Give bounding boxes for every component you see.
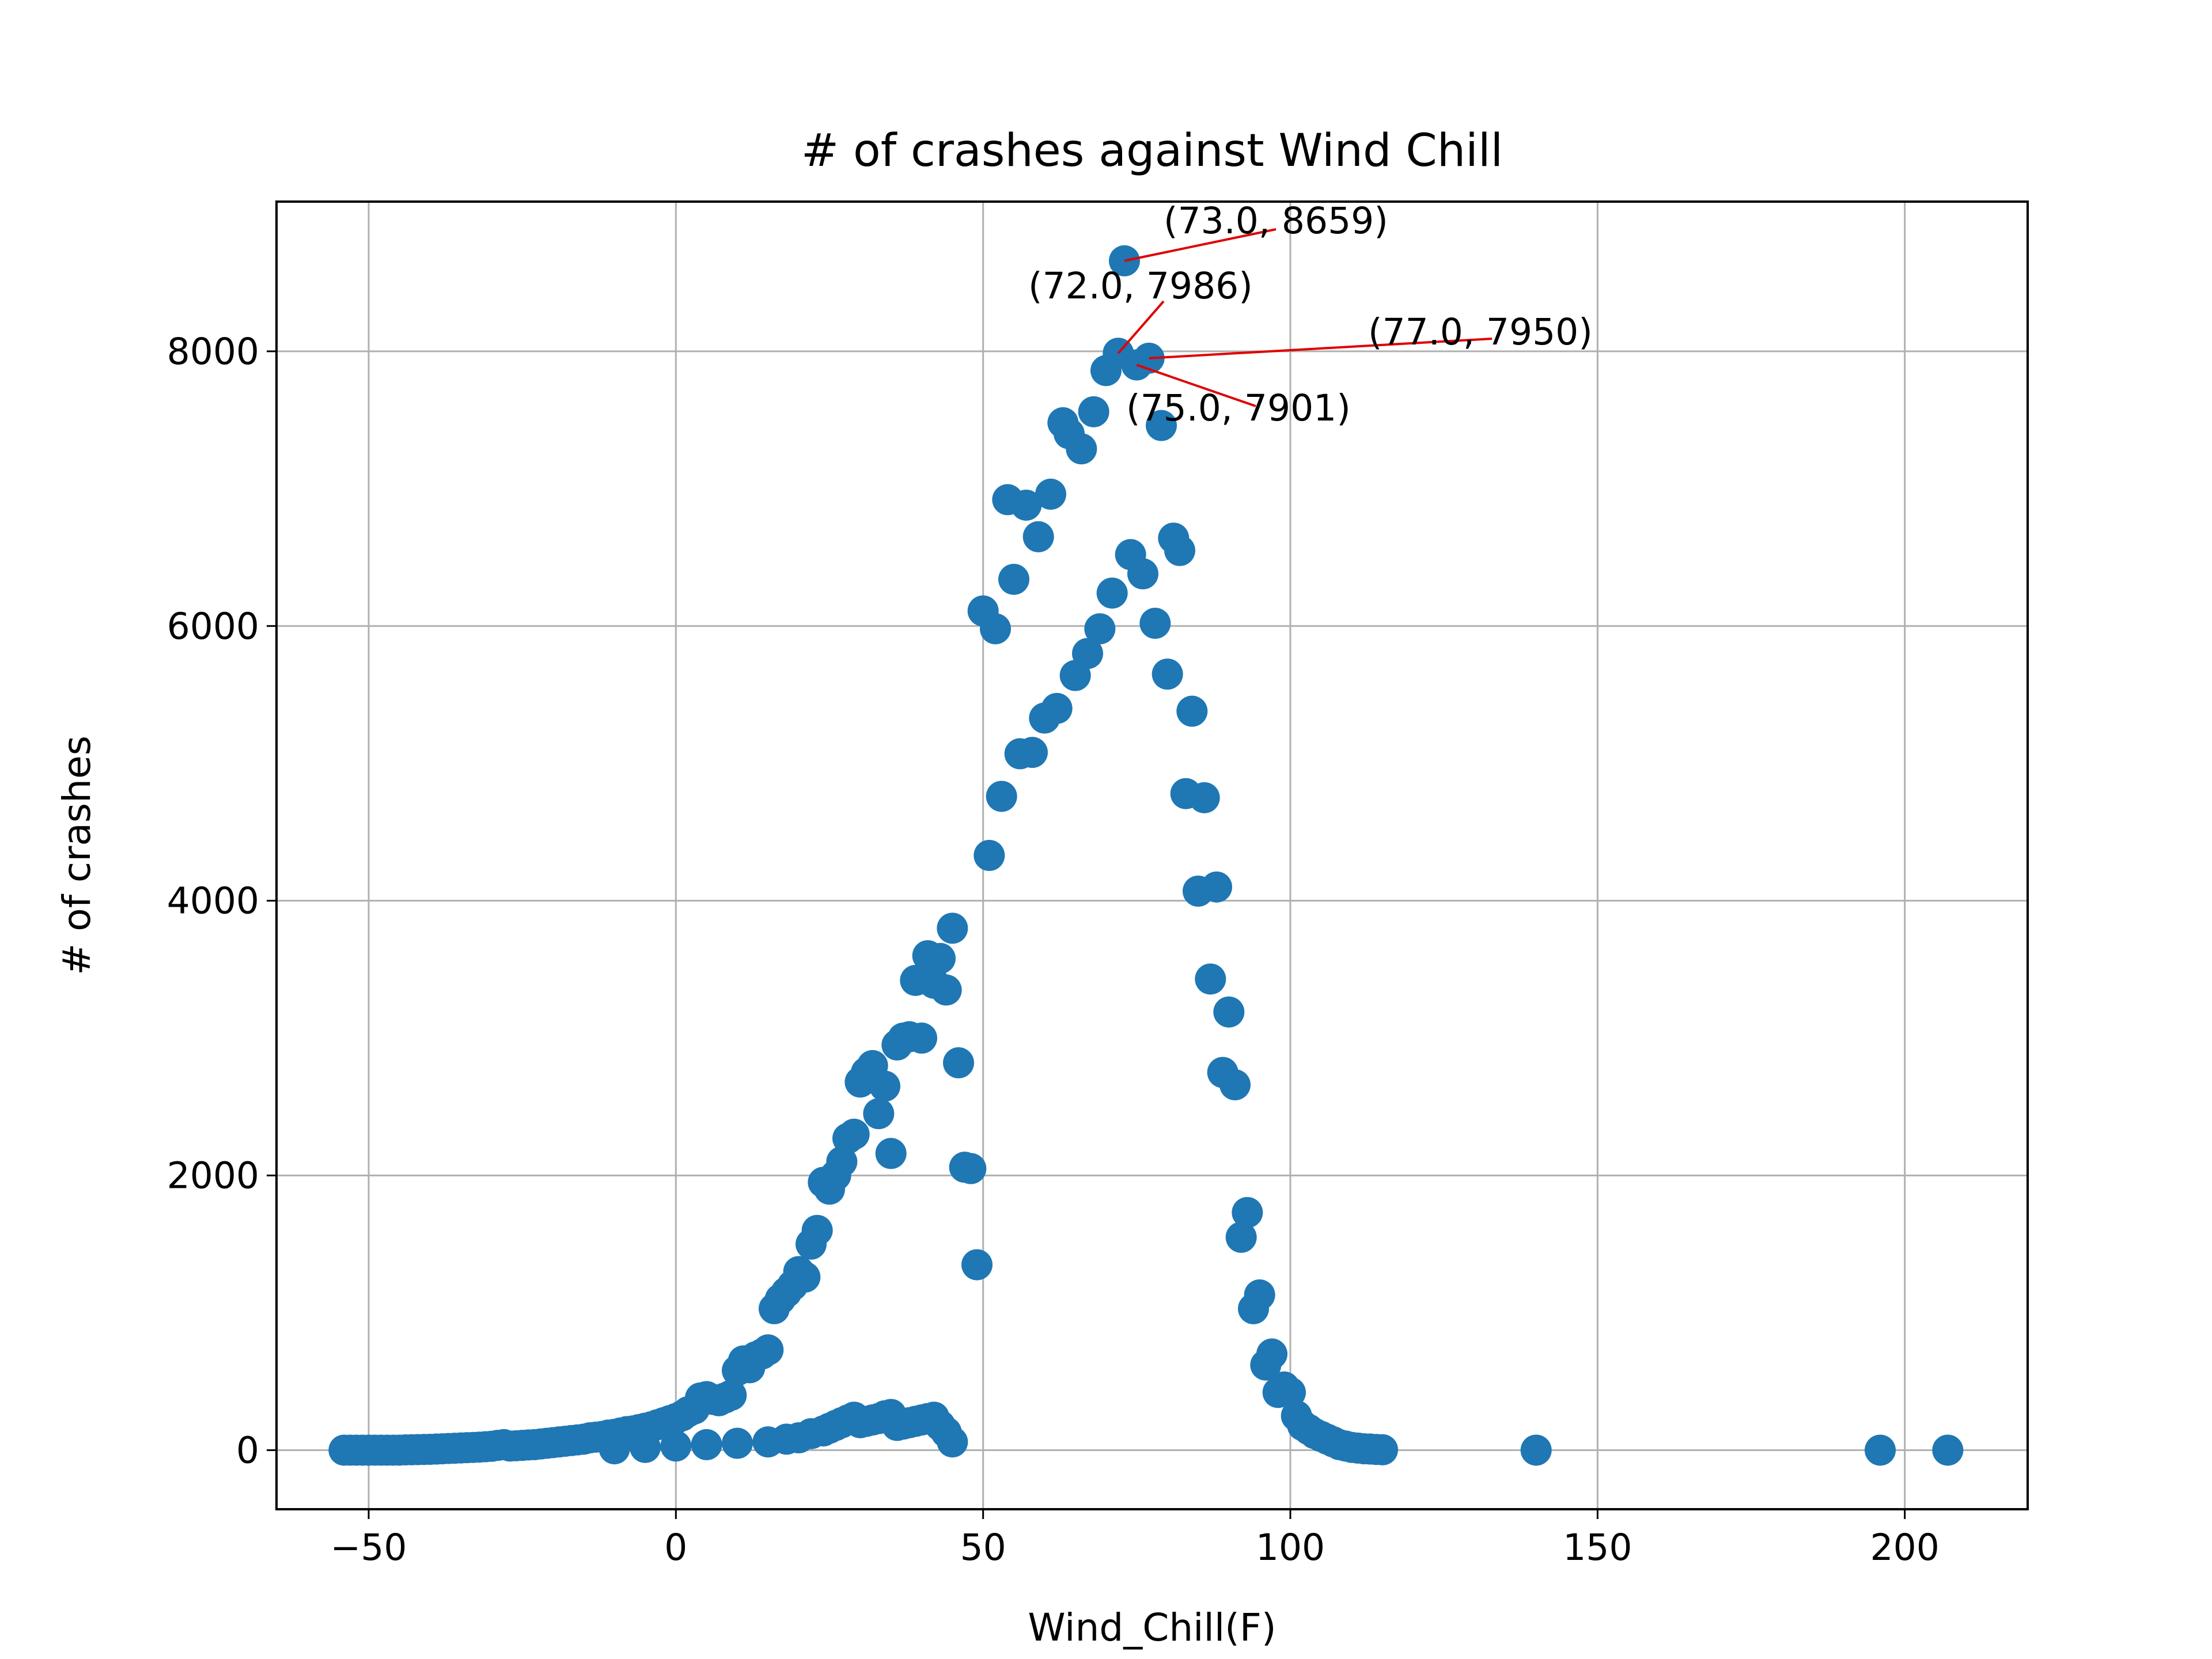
data-point — [1035, 478, 1066, 510]
data-point — [925, 942, 956, 974]
data-point — [1225, 1221, 1257, 1253]
data-point — [1367, 1434, 1398, 1465]
data-point — [943, 1047, 974, 1079]
data-point — [955, 1153, 987, 1184]
data-point — [752, 1334, 784, 1366]
data-point — [937, 912, 968, 944]
data-point — [1041, 692, 1073, 724]
data-point — [1022, 521, 1054, 552]
data-point — [1201, 871, 1232, 903]
x-tick-label: 50 — [960, 1527, 1006, 1569]
data-point — [1195, 963, 1226, 995]
annotations: (73.0, 8659) (72.0, 7986) (77.0, 7950) (75.… — [1028, 200, 1593, 429]
data-point — [1275, 1377, 1306, 1408]
data-point — [869, 1070, 900, 1102]
annotation-line — [1117, 300, 1165, 354]
annotation-line — [1136, 363, 1256, 407]
data-point — [906, 1022, 937, 1054]
data-point — [660, 1430, 692, 1462]
annotation-label: (73.0, 8659) — [1164, 200, 1388, 242]
data-point — [1010, 489, 1042, 521]
x-tick-label: 200 — [1870, 1527, 1940, 1569]
annotation-line — [1149, 338, 1493, 359]
data-point — [875, 1138, 907, 1169]
x-tick-label: 150 — [1563, 1527, 1632, 1569]
data-point — [801, 1214, 833, 1246]
data-point — [1139, 608, 1171, 639]
data-point — [599, 1433, 630, 1465]
annotation-label: (72.0, 7986) — [1028, 265, 1253, 307]
data-point — [980, 613, 1011, 645]
data-point — [1213, 996, 1245, 1028]
y-tick-label: 6000 — [167, 605, 259, 647]
data-point — [1164, 535, 1195, 566]
data-point — [1219, 1069, 1251, 1101]
data-point — [1176, 695, 1208, 727]
x-tick-label: 100 — [1256, 1527, 1325, 1569]
data-point — [998, 563, 1029, 595]
y-axis-label: # of crashes — [55, 736, 99, 975]
data-point — [1932, 1434, 1964, 1466]
y-tick-label: 0 — [236, 1429, 259, 1471]
data-point — [986, 781, 1017, 812]
data-point — [1127, 558, 1158, 590]
data-point — [1078, 396, 1109, 427]
data-point — [1066, 433, 1097, 465]
data-point — [715, 1380, 747, 1411]
data-point — [838, 1119, 870, 1150]
data-point — [1017, 737, 1048, 768]
data-point — [691, 1429, 722, 1460]
data-point — [1256, 1338, 1287, 1370]
x-tick-label: 0 — [664, 1527, 687, 1569]
y-tick-label: 8000 — [167, 331, 259, 373]
data-point — [1152, 658, 1183, 690]
data-point — [1232, 1196, 1263, 1228]
y-tick-label: 4000 — [167, 880, 259, 922]
annotation-label: (77.0, 7950) — [1368, 311, 1593, 353]
data-point — [722, 1427, 753, 1459]
plot-frame — [275, 200, 2029, 1510]
data-point — [826, 1146, 858, 1177]
data-point — [930, 974, 962, 1006]
annotation-label: (75.0, 7901) — [1126, 387, 1351, 429]
data-point — [961, 1249, 993, 1281]
data-point — [863, 1098, 895, 1130]
data-point — [1084, 613, 1116, 645]
data-point — [974, 840, 1005, 871]
x-axis-label: Wind_Chill(F) — [1028, 1605, 1276, 1650]
data-point — [630, 1431, 661, 1463]
data-point — [937, 1426, 968, 1458]
data-points — [328, 245, 1964, 1466]
data-point — [1146, 410, 1177, 441]
data-point — [1188, 782, 1220, 813]
data-point — [1096, 577, 1128, 609]
y-tick-label: 2000 — [167, 1155, 259, 1197]
x-tick-label: −50 — [331, 1527, 407, 1569]
data-point — [1520, 1434, 1552, 1466]
annotation-line — [1124, 228, 1277, 262]
data-point — [1072, 638, 1103, 669]
data-point — [789, 1262, 821, 1293]
data-point — [1865, 1434, 1896, 1466]
chart-title: # of crashes against Wind Chill — [801, 125, 1503, 177]
data-point — [1244, 1279, 1275, 1311]
